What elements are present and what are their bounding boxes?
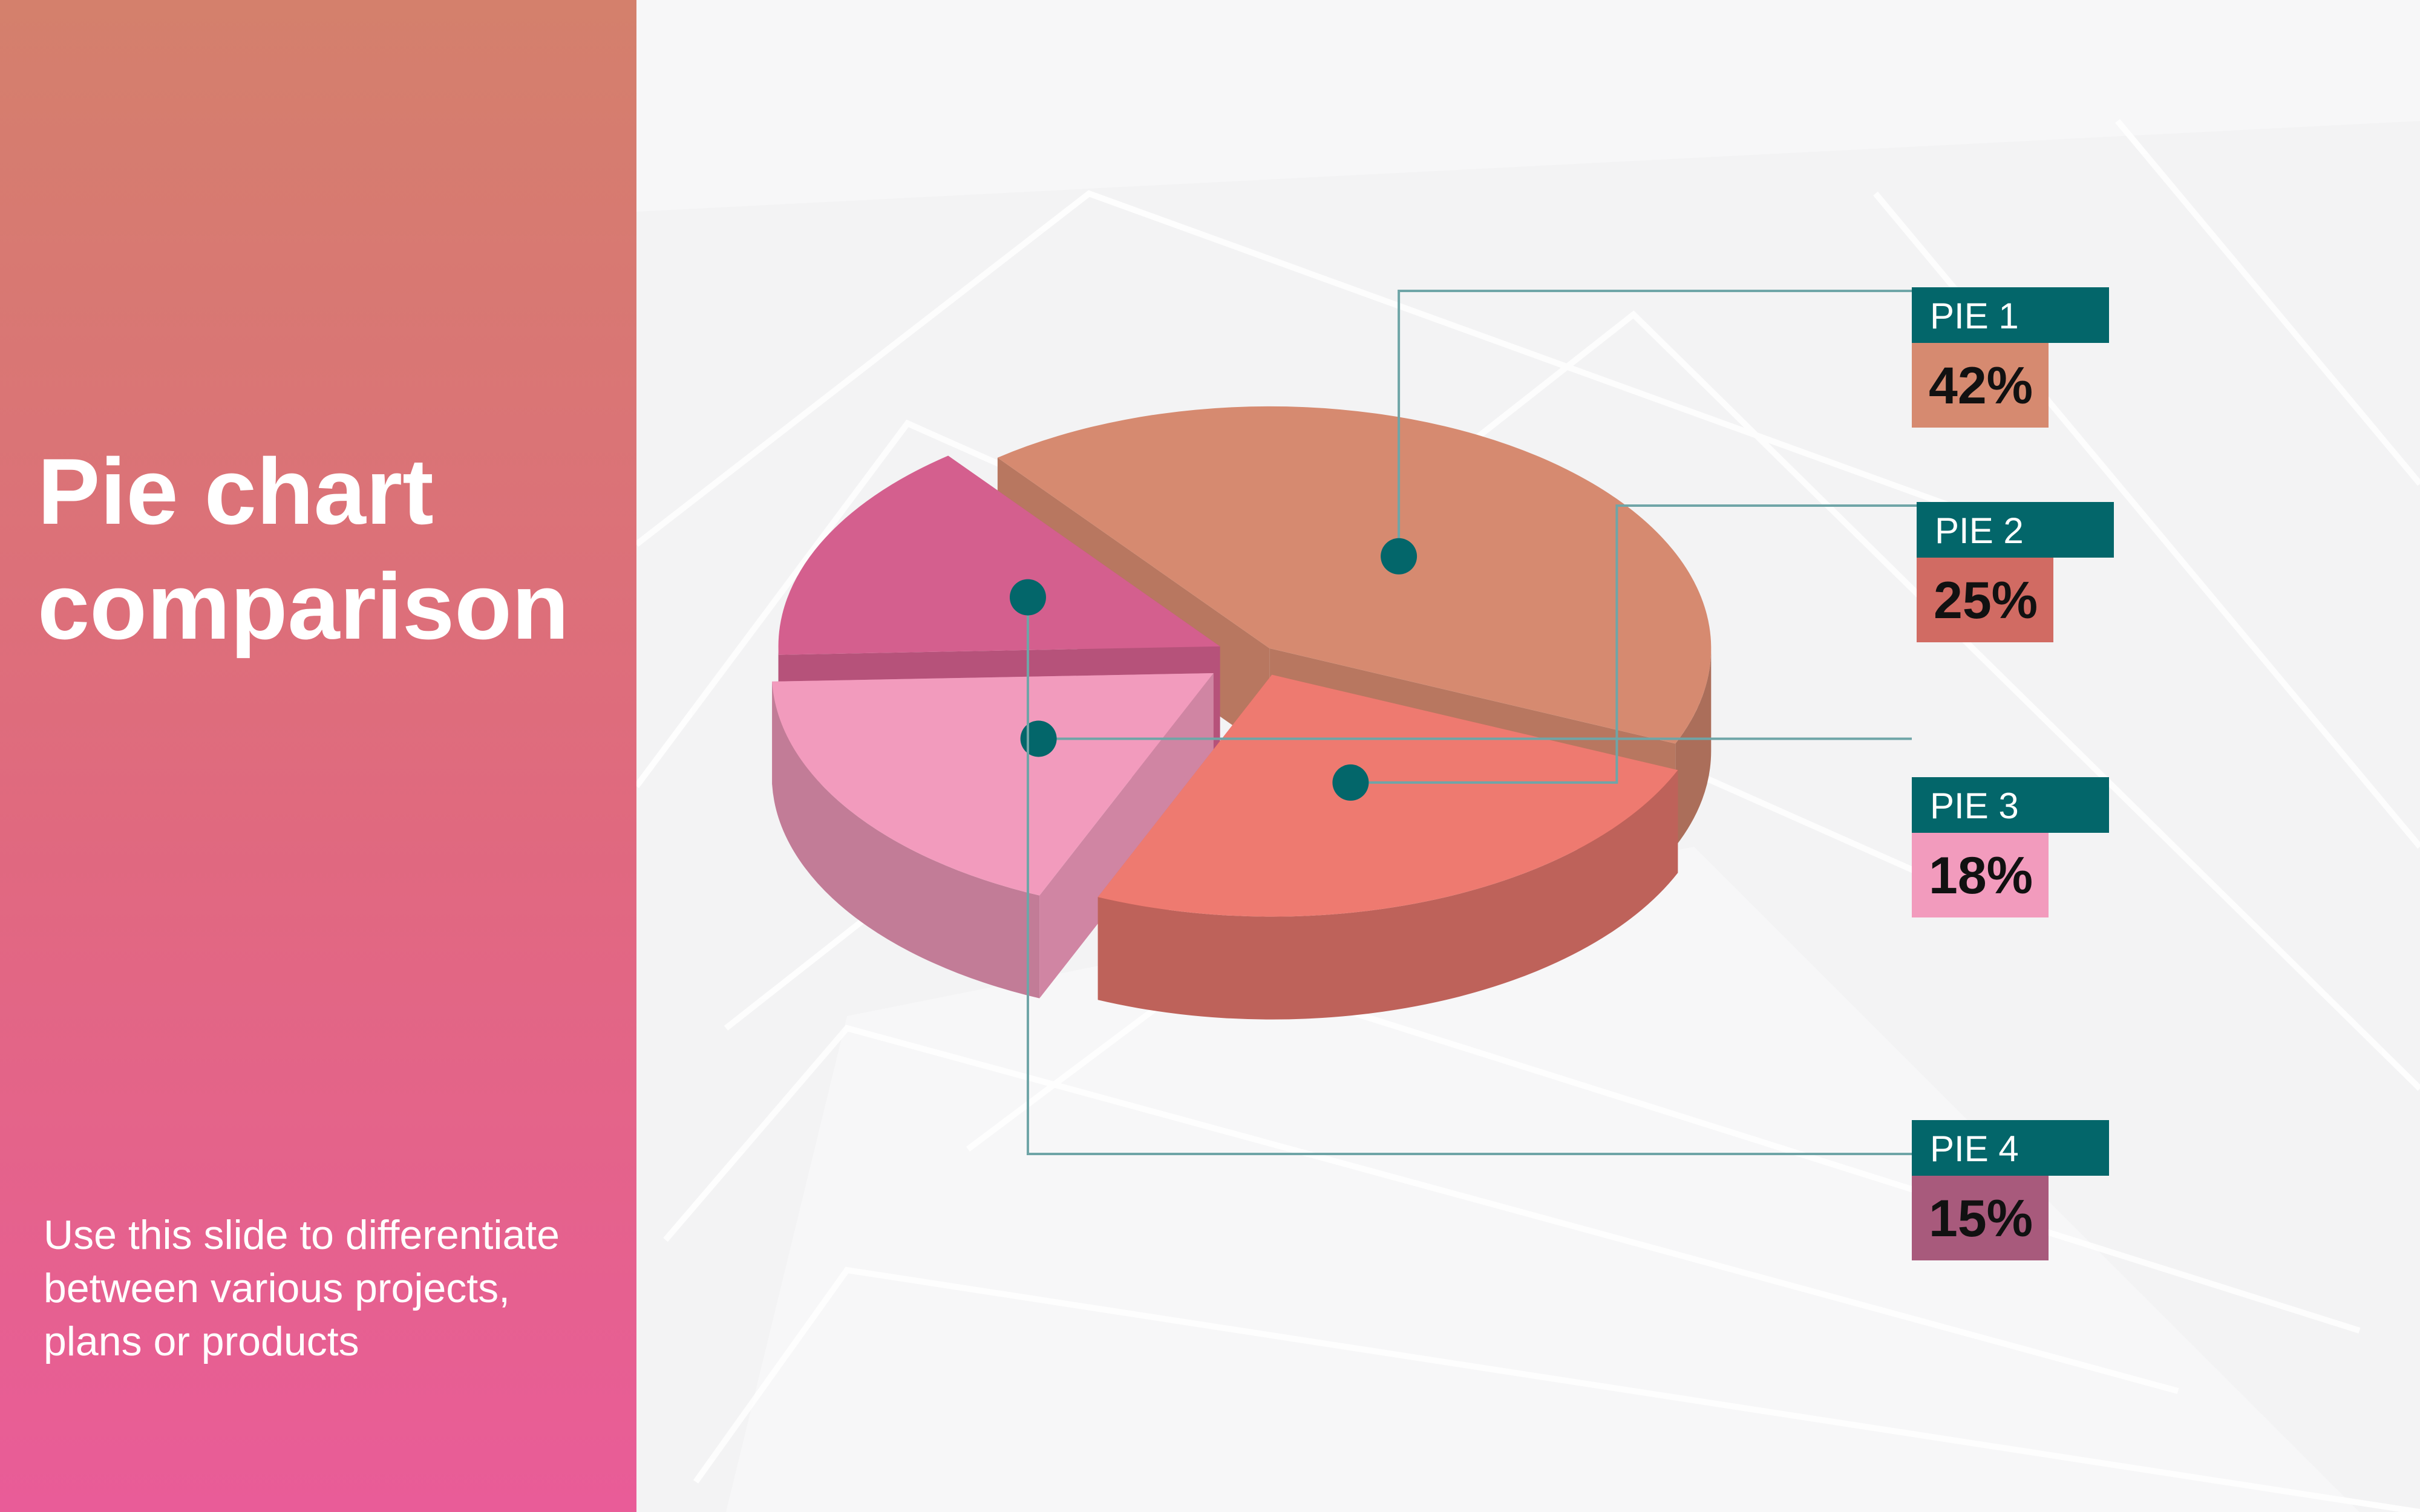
- legend-item-2: PIE 2 25%: [1917, 502, 2114, 642]
- pie-slice-4-top: [778, 455, 1220, 655]
- slide-title: Pie chart comparison: [38, 434, 618, 664]
- legend-item-2-name: PIE 2: [1917, 502, 2114, 558]
- pie-marker-3: [1020, 720, 1057, 757]
- pie-marker-4: [1009, 579, 1046, 616]
- legend-item-3-name: PIE 3: [1912, 777, 2109, 833]
- legend-item-3: PIE 3 18%: [1912, 777, 2109, 917]
- pie-marker-1: [1381, 538, 1418, 575]
- slide-title-line-1: Pie chart: [38, 439, 434, 544]
- pie-marker-2: [1332, 764, 1369, 801]
- slide-subtitle-line-3: plans or products: [44, 1318, 359, 1364]
- legend-item-1: PIE 1 42%: [1912, 287, 2109, 428]
- leader-line-1: [1398, 290, 1912, 556]
- pie-slice-1-wall-1: [1675, 648, 1712, 847]
- legend-item-4-value: 15%: [1912, 1176, 2049, 1260]
- legend-item-4: PIE 4 15%: [1912, 1120, 2109, 1260]
- leader-line-2: [1350, 504, 1917, 784]
- pie-slice-2-wall-1: [1097, 770, 1678, 1020]
- legend-item-2-value: 25%: [1917, 558, 2053, 642]
- sidebar-panel: Pie chart comparison Use this slide to d…: [0, 0, 636, 1512]
- slide-subtitle-line-1: Use this slide to differentiate: [44, 1212, 560, 1258]
- legend-item-4-name: PIE 4: [1912, 1120, 2109, 1176]
- pie-slice-3-top: [772, 673, 1214, 896]
- slide-title-line-2: comparison: [38, 554, 569, 659]
- pie-slice-3-wall-1: [772, 681, 1040, 999]
- pie-slice-1-top: [997, 406, 1712, 744]
- pie-slice-2-top: [1097, 674, 1678, 917]
- legend-item-1-value: 42%: [1912, 343, 2049, 428]
- pie-slice-2: [1097, 674, 1678, 1020]
- leader-line-4: [1026, 597, 1912, 1155]
- slide-subtitle: Use this slide to differentiate between …: [44, 1208, 624, 1368]
- slide-subtitle-line-2: between various projects,: [44, 1265, 511, 1311]
- pie-slice-3: [772, 673, 1214, 999]
- legend-item-1-name: PIE 1: [1912, 287, 2109, 343]
- legend-item-3-value: 18%: [1912, 833, 2049, 917]
